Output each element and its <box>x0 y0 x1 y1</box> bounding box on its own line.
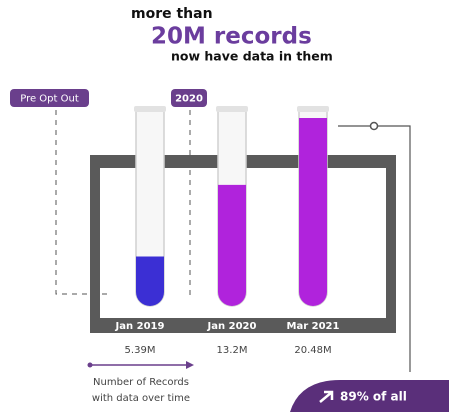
timeline-dot <box>88 363 93 368</box>
caption: with data over time <box>92 393 190 404</box>
timeline-arrow <box>186 361 194 369</box>
tube-fill <box>218 185 246 306</box>
annotation: Pre Opt Out <box>20 94 79 105</box>
tube-fill <box>136 257 164 306</box>
infographic: more than 20M records now have data in t… <box>0 0 449 412</box>
rack-leg <box>90 155 100 333</box>
annotation: 2020 <box>175 94 203 105</box>
callout-text: 89% of all <box>340 390 407 404</box>
category-label: Jan 2020 <box>207 321 257 332</box>
value-label: 5.39M <box>125 345 156 356</box>
tube-lip <box>134 106 166 112</box>
title-line: now have data in them <box>171 49 333 64</box>
tube-lip <box>216 106 248 112</box>
title-line: more than <box>131 6 213 22</box>
dashed-line <box>56 110 110 294</box>
tube-lip <box>297 106 329 112</box>
value-label: 13.2M <box>217 345 248 356</box>
category-label: Mar 2021 <box>287 321 340 332</box>
connector-dot <box>371 123 378 130</box>
category-label: Jan 2019 <box>115 321 165 332</box>
caption: Number of Records <box>93 377 189 388</box>
value-label: 20.48M <box>294 345 331 356</box>
tube-fill <box>299 118 327 306</box>
title-highlight: 20M records <box>151 24 312 50</box>
rack-leg <box>386 155 396 333</box>
